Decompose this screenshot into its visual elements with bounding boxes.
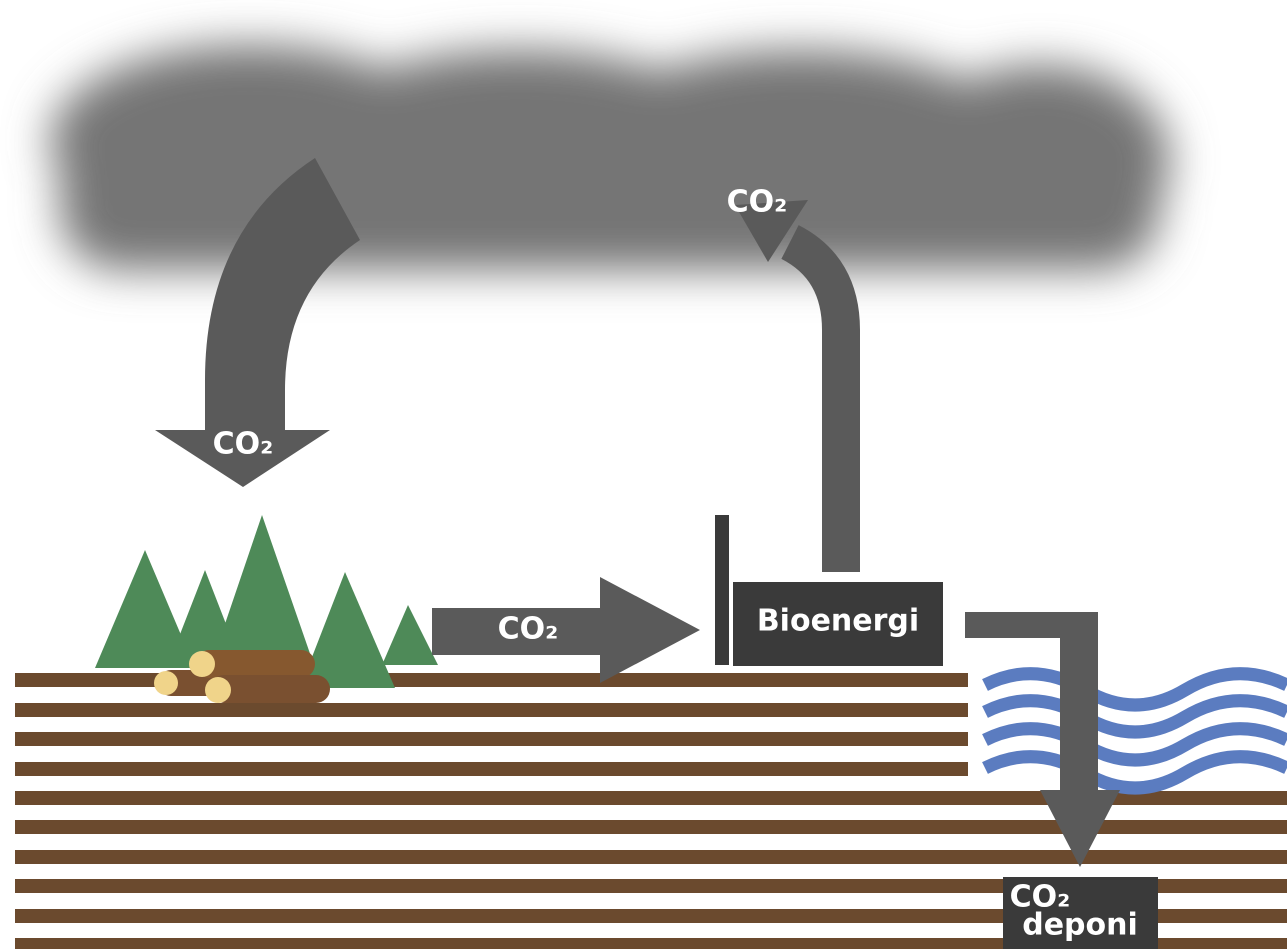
plant-label: Bioenergi xyxy=(757,604,919,639)
arrow-storage xyxy=(965,612,1120,867)
arrow-right xyxy=(432,577,700,683)
arrow-down xyxy=(155,158,360,487)
forest xyxy=(95,515,438,688)
flow-label: CO₂ xyxy=(727,185,788,220)
storage-label: deponi xyxy=(1022,908,1138,943)
plant-box xyxy=(733,582,943,666)
water xyxy=(982,667,1287,795)
chimney xyxy=(715,515,729,665)
storage-label: CO₂ xyxy=(1010,880,1071,915)
arrow-up-stem xyxy=(780,225,860,572)
storage-box xyxy=(1003,877,1158,949)
ground xyxy=(15,673,1287,949)
arrow-up-head xyxy=(735,200,808,262)
flow-label: CO₂ xyxy=(213,427,274,462)
flow-label: CO₂ xyxy=(498,612,559,647)
logs xyxy=(154,650,330,703)
arrows xyxy=(155,158,1120,867)
cloud xyxy=(50,45,1170,270)
